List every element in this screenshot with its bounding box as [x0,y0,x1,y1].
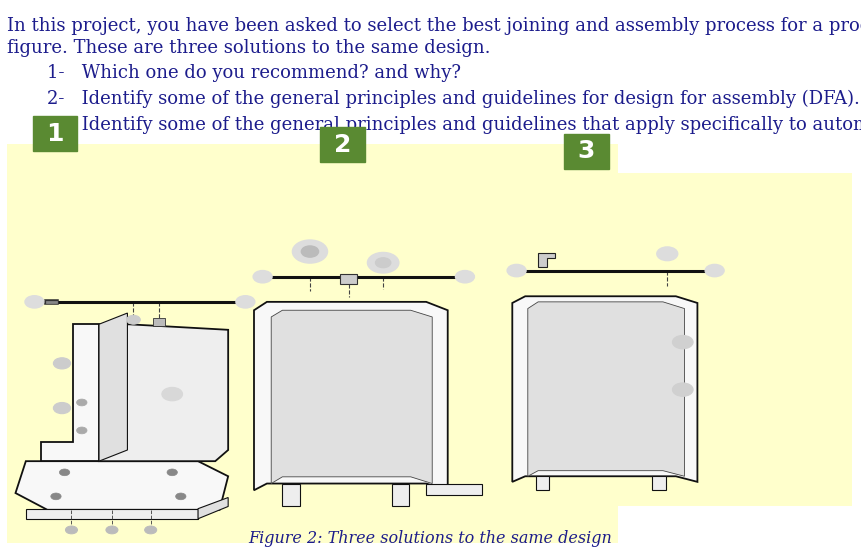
Text: Figure 2: Three solutions to the same design: Figure 2: Three solutions to the same de… [249,530,612,547]
Circle shape [293,240,327,263]
Circle shape [253,271,272,283]
Circle shape [507,264,526,277]
FancyBboxPatch shape [7,144,618,543]
Polygon shape [41,324,99,461]
Circle shape [368,253,399,273]
Circle shape [705,264,724,277]
Polygon shape [99,324,228,461]
Circle shape [455,271,474,283]
Circle shape [65,526,77,534]
Circle shape [236,296,255,308]
Polygon shape [528,302,684,476]
Polygon shape [153,318,165,326]
Text: 2-   Identify some of the general principles and guidelines for design for assem: 2- Identify some of the general principl… [47,89,860,108]
FancyBboxPatch shape [564,134,609,169]
Polygon shape [652,476,666,490]
Circle shape [145,526,157,534]
Circle shape [167,469,177,476]
Polygon shape [198,498,228,519]
Polygon shape [282,484,300,506]
Circle shape [672,383,693,396]
Circle shape [672,335,693,349]
Circle shape [59,469,70,476]
Circle shape [176,493,186,500]
Circle shape [77,427,87,434]
Circle shape [127,315,140,324]
Polygon shape [512,296,697,482]
Polygon shape [536,476,549,490]
Polygon shape [254,302,448,490]
FancyBboxPatch shape [33,116,77,151]
Polygon shape [26,509,198,519]
Text: 3-   Identify some of the general principles and guidelines that apply specifica: 3- Identify some of the general principl… [47,116,861,134]
Text: 1-   Which one do you recommend? and why?: 1- Which one do you recommend? and why? [47,64,461,82]
Text: 3: 3 [578,140,595,163]
FancyBboxPatch shape [320,127,365,162]
Polygon shape [15,461,228,510]
Circle shape [25,296,44,308]
Circle shape [375,258,391,268]
Polygon shape [271,310,432,484]
Circle shape [657,247,678,260]
Circle shape [301,246,319,257]
Circle shape [106,526,118,534]
Circle shape [162,387,183,401]
FancyBboxPatch shape [564,173,852,506]
Polygon shape [99,313,127,461]
Circle shape [77,399,87,406]
Text: 1: 1 [46,122,64,145]
Text: figure. These are three solutions to the same design.: figure. These are three solutions to the… [7,39,491,57]
Circle shape [53,358,71,369]
Text: In this project, you have been asked to select the best joining and assembly pro: In this project, you have been asked to … [7,17,861,35]
Text: 2: 2 [334,133,351,157]
Circle shape [53,402,71,414]
Polygon shape [392,484,409,506]
Polygon shape [340,274,357,284]
Circle shape [51,493,61,500]
Polygon shape [426,484,482,495]
Polygon shape [538,253,555,267]
